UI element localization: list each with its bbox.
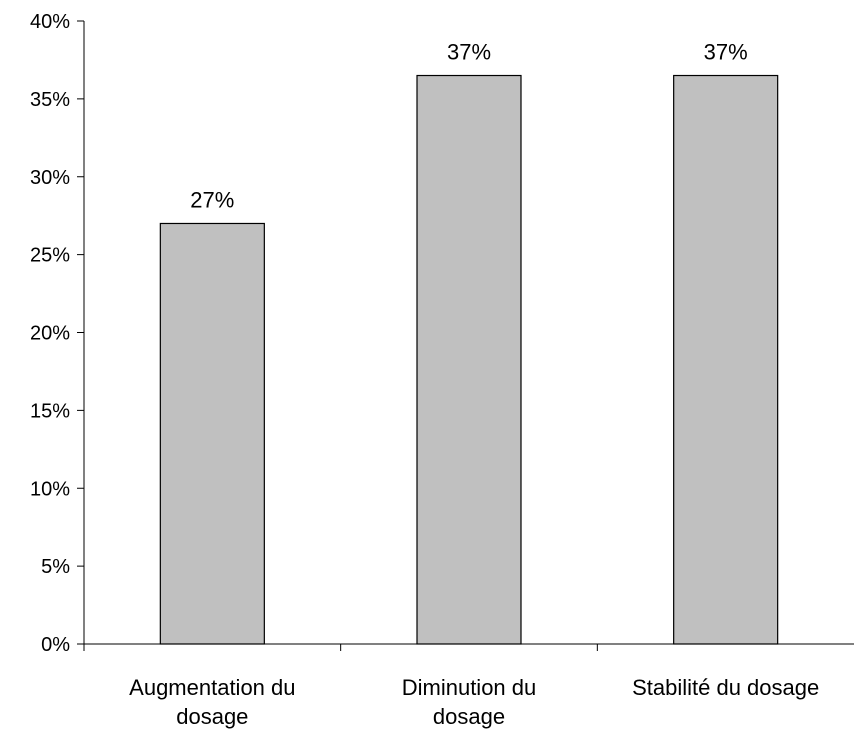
y-tick-label: 40% <box>30 11 70 33</box>
bar <box>673 74 779 645</box>
bar-value-label: 27% <box>190 187 234 212</box>
y-tick-label: 15% <box>30 400 70 422</box>
x-category-label: Diminution du <box>402 675 537 700</box>
y-tick-label: 10% <box>30 478 70 500</box>
y-tick-label: 35% <box>30 89 70 111</box>
bar-value-label: 37% <box>704 40 748 65</box>
bar-value-label: 37% <box>447 40 491 65</box>
data-labels: 27% 37% 37% <box>190 40 747 213</box>
y-tick-label: 30% <box>30 167 70 189</box>
x-axis: Augmentation du dosage Diminution du dosage… <box>83 643 854 729</box>
bar <box>416 74 522 645</box>
bars <box>159 74 779 645</box>
x-category-label: dosage <box>433 704 505 729</box>
y-tick-label: 20% <box>30 323 70 345</box>
bar <box>159 222 265 645</box>
y-tick-label: 25% <box>30 245 70 267</box>
y-tick-label: 5% <box>41 556 70 578</box>
y-tick-label: 0% <box>41 634 70 656</box>
y-axis: 0% 5% 10% 15% 20% 25% 30% 35% 40% <box>30 11 85 656</box>
x-category-label: dosage <box>176 704 248 729</box>
x-category-label: Augmentation du <box>129 675 295 700</box>
x-category-label: Stabilité du dosage <box>632 675 819 700</box>
